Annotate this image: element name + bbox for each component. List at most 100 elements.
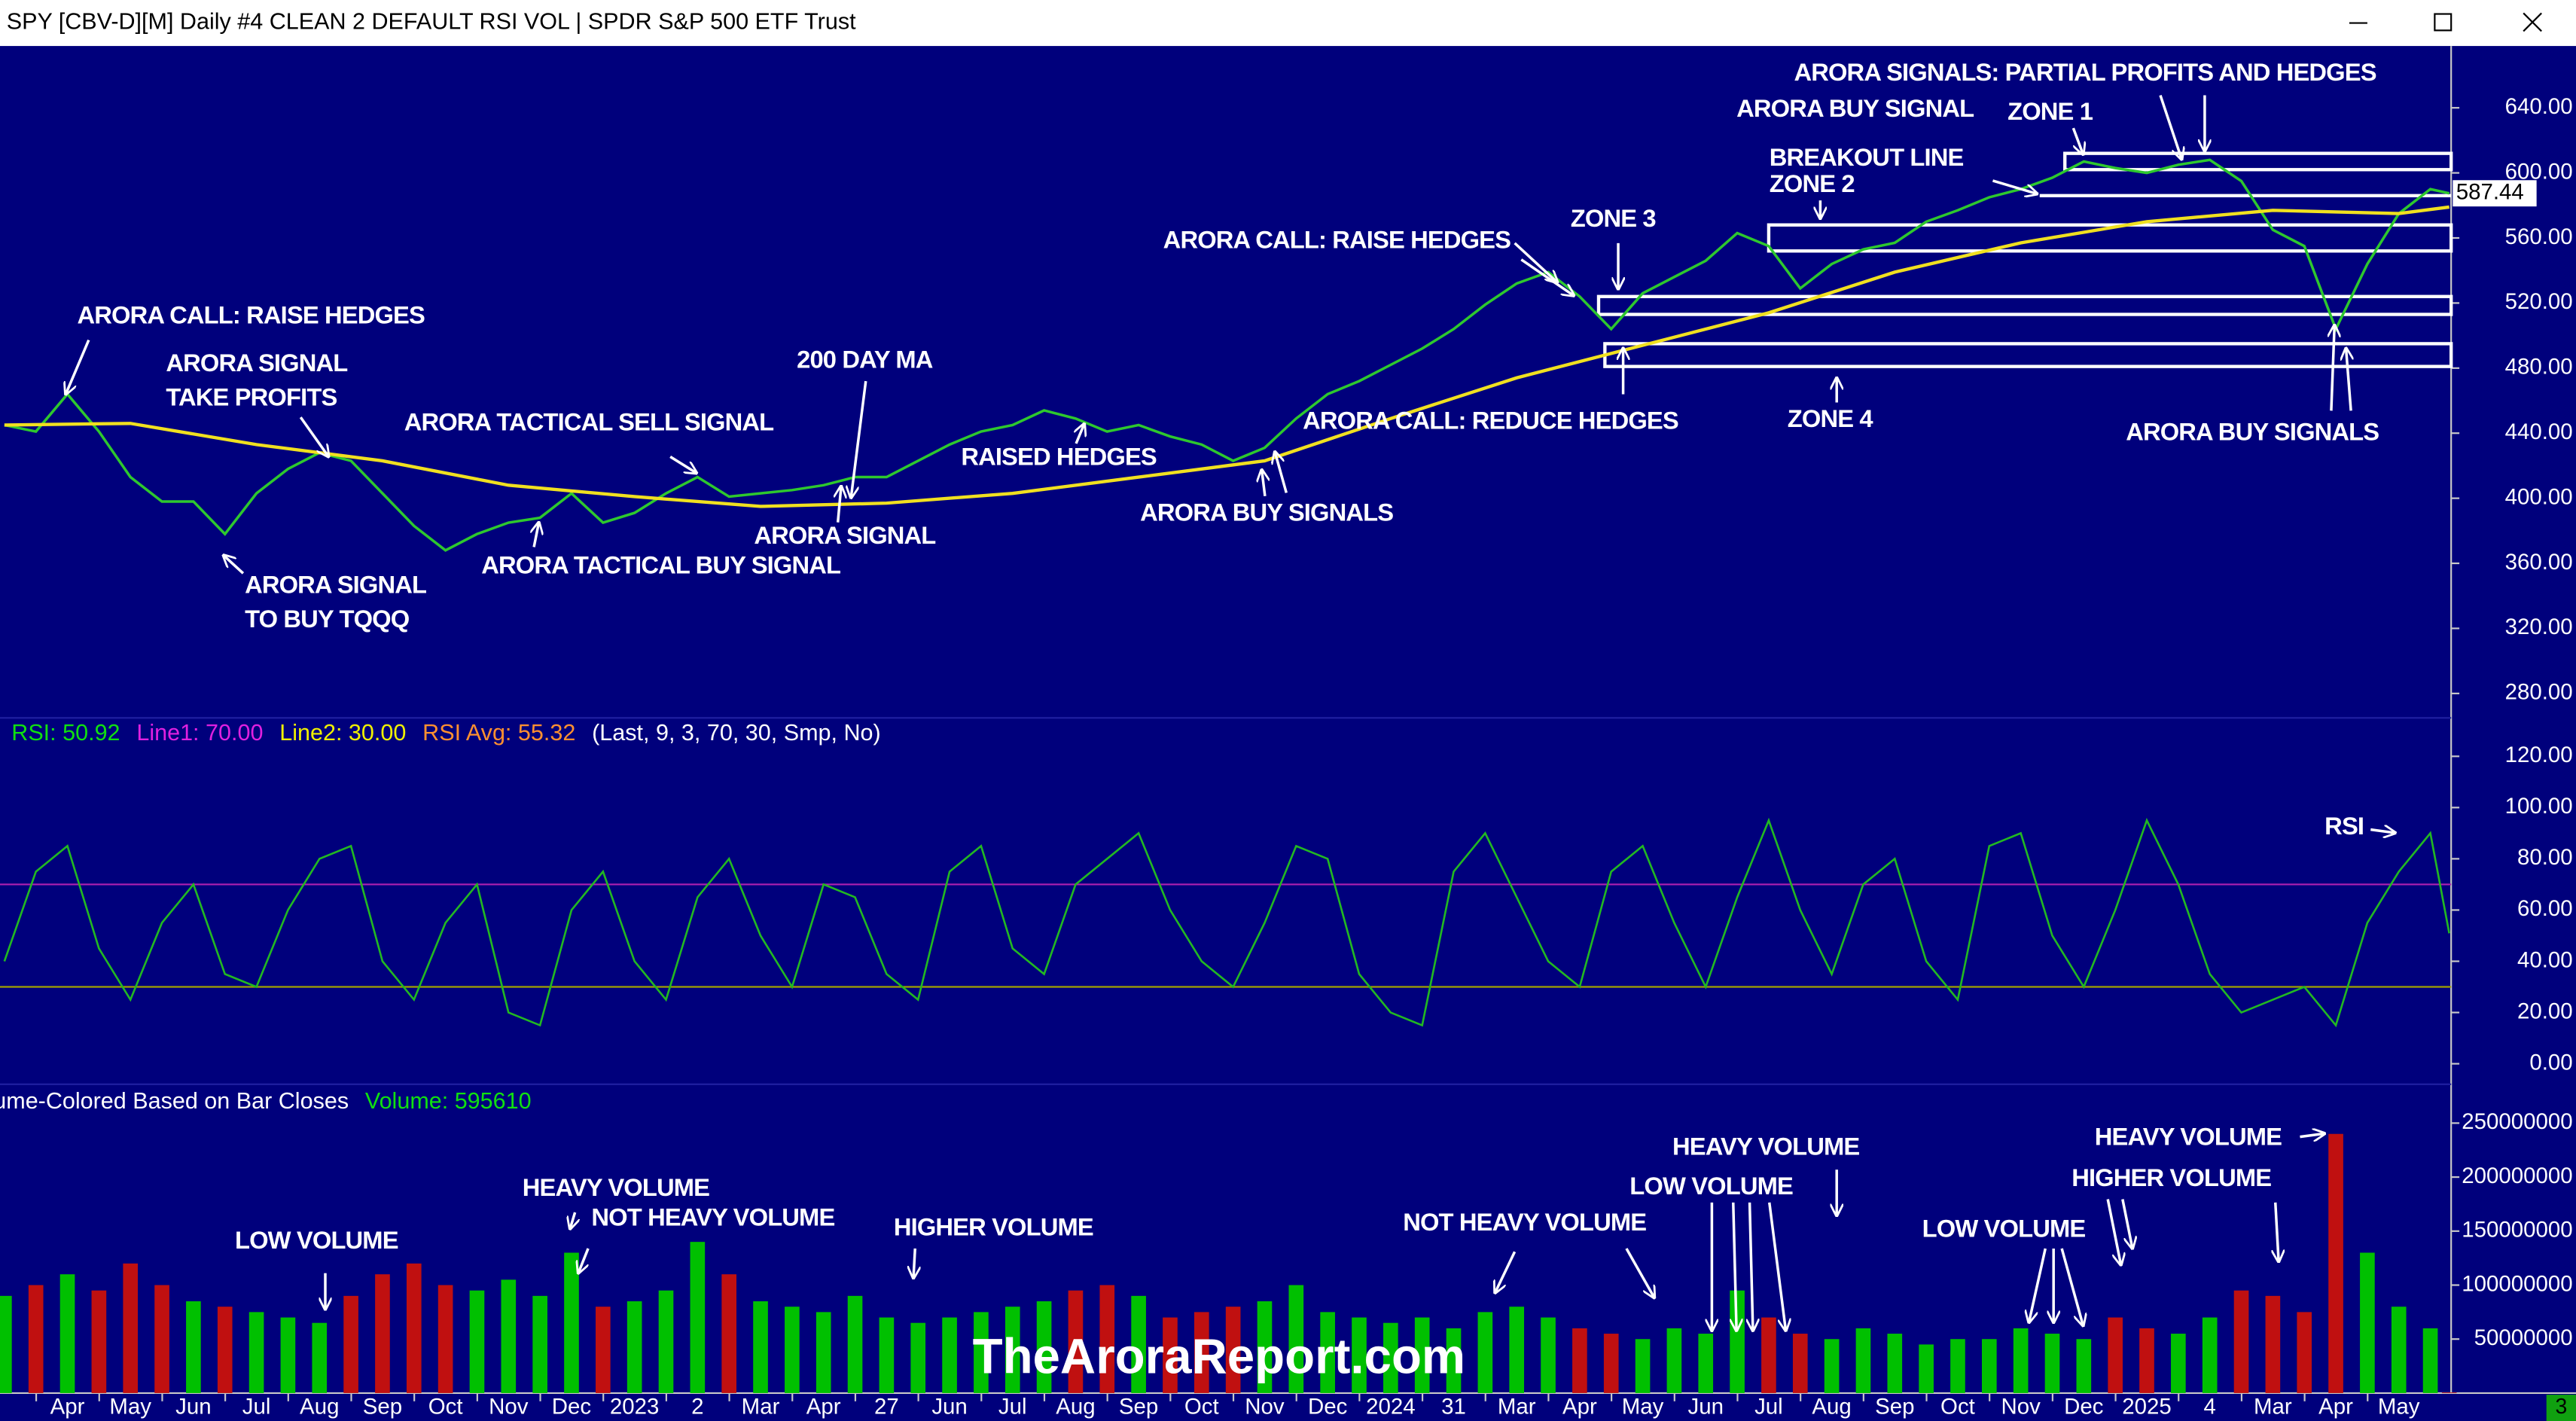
volume-bar xyxy=(1163,1317,1178,1393)
annotation: RAISED HEDGES xyxy=(961,442,1157,470)
volume-bar xyxy=(2297,1312,2312,1393)
annotation-arrow xyxy=(1514,242,1558,282)
annotation-arrow xyxy=(913,1248,915,1278)
volume-bar xyxy=(564,1252,579,1393)
volume-bar xyxy=(2044,1334,2060,1393)
volume-bar xyxy=(1919,1344,1934,1393)
volume-bar xyxy=(974,1312,989,1393)
volume-bar xyxy=(2391,1307,2407,1393)
x-tick-label: Jul xyxy=(1754,1394,1783,1419)
volume-bar xyxy=(1887,1334,1903,1393)
x-tick-label: 2024 xyxy=(1366,1394,1416,1419)
annotation-arrow xyxy=(2121,1199,2132,1248)
volume-bar xyxy=(1761,1317,1776,1393)
annotation-arrow xyxy=(851,380,867,498)
title-bar xyxy=(0,0,2576,47)
annotation: ARORA CALL: RAISE HEDGES xyxy=(1163,225,1511,253)
volume-bar xyxy=(1414,1317,1430,1393)
x-tick-label: Nov xyxy=(489,1394,529,1419)
volume-bar xyxy=(532,1295,547,1393)
volume-bar xyxy=(1572,1328,1587,1393)
x-tick-label: Aug xyxy=(1812,1394,1851,1419)
volume-bar xyxy=(1603,1334,1619,1393)
x-tick-label: Jun xyxy=(931,1394,967,1419)
y-tick-label: 250000000 xyxy=(2462,1109,2572,1134)
indicator-header: (Last, 9, 3, 70, 30, Smp, No) xyxy=(592,720,881,746)
zone-box xyxy=(2063,151,2453,172)
volume-bar xyxy=(2013,1328,2029,1393)
volume-bar xyxy=(2202,1317,2218,1393)
annotation-arrow xyxy=(669,455,697,473)
x-tick-label: 27 xyxy=(874,1394,899,1419)
annotation-arrow xyxy=(1520,258,1574,296)
x-tick-label: Jul xyxy=(242,1394,271,1419)
volume-bar xyxy=(1824,1339,1840,1393)
y-tick-label: 360.00 xyxy=(2505,550,2573,575)
volume-bar xyxy=(1320,1312,1335,1393)
annotation: ARORA SIGNALS: PARTIAL PROFITS AND HEDGE… xyxy=(1794,58,2376,86)
volume-bar xyxy=(1698,1334,1714,1393)
annotation-arrow xyxy=(1275,452,1288,493)
annotation: ZONE 1 xyxy=(2007,97,2093,125)
volume-bar xyxy=(2360,1252,2375,1393)
x-tick-label: Sep xyxy=(363,1394,402,1419)
x-tick-label: Sep xyxy=(1119,1394,1158,1419)
corner-badge: 3 xyxy=(2555,1395,2567,1419)
indicator-header: ume-Colored Based on Bar Closes xyxy=(0,1088,349,1114)
volume-bar xyxy=(2139,1328,2154,1393)
annotation-arrow xyxy=(2276,1202,2279,1262)
y-tick-label: 200000000 xyxy=(2462,1163,2572,1188)
volume-bar xyxy=(1981,1339,1997,1393)
volume-bar xyxy=(1855,1328,1871,1393)
x-tick-label: Jun xyxy=(175,1394,211,1419)
volume-bar xyxy=(1257,1301,1273,1393)
volume-bar xyxy=(1099,1285,1115,1393)
y-tick-label: 100000000 xyxy=(2462,1271,2572,1296)
indicator-header: RSI: 50.92 xyxy=(11,720,120,746)
x-tick-label: Oct xyxy=(428,1394,463,1419)
zone-box xyxy=(1596,294,2453,316)
annotation: RSI xyxy=(2324,812,2364,840)
y-tick-label: 520.00 xyxy=(2505,289,2573,314)
annotation-arrow xyxy=(1733,1202,1736,1331)
close-button[interactable] xyxy=(2523,12,2542,32)
volume-bar xyxy=(2328,1133,2343,1393)
volume-bar xyxy=(437,1285,453,1393)
x-tick-label: 4 xyxy=(2204,1394,2216,1419)
volume-bar xyxy=(91,1290,107,1393)
x-tick-label: Apr xyxy=(1562,1394,1597,1419)
x-tick-label: Aug xyxy=(1056,1394,1095,1419)
annotation-arrow xyxy=(2071,127,2083,154)
volume-bar xyxy=(0,1295,12,1393)
volume-bar xyxy=(501,1279,517,1393)
x-tick-label: Jun xyxy=(1688,1394,1724,1419)
x-tick-label: Dec xyxy=(2064,1394,2103,1419)
volume-bar xyxy=(406,1263,422,1393)
maximize-button[interactable] xyxy=(2434,13,2453,32)
annotation-arrow xyxy=(1262,470,1265,497)
y-tick-label: 100.00 xyxy=(2505,794,2573,819)
volume-bar xyxy=(1225,1307,1241,1393)
volume-bar xyxy=(2233,1290,2249,1393)
y-tick-label: 0.00 xyxy=(2529,1050,2572,1075)
volume-bar xyxy=(1950,1339,1965,1393)
volume-bar xyxy=(1004,1307,1020,1393)
annotation: ARORA SIGNAL xyxy=(754,521,935,549)
volume-bar xyxy=(879,1317,895,1393)
volume-bar xyxy=(658,1290,674,1393)
x-tick-label: Sep xyxy=(1875,1394,1914,1419)
annotation: LOW VOLUME xyxy=(235,1226,398,1254)
volume-bar xyxy=(154,1285,169,1393)
volume-bar xyxy=(248,1312,264,1393)
annotation-arrow xyxy=(1495,1251,1517,1293)
volume-bar xyxy=(1036,1301,1052,1393)
volume-bar xyxy=(1193,1312,1209,1393)
rsi-line xyxy=(3,817,2450,1028)
x-tick-label: 2025 xyxy=(2122,1394,2172,1419)
volume-bar xyxy=(1477,1312,1493,1393)
annotation-arrow xyxy=(224,555,245,575)
x-tick-label: 31 xyxy=(1441,1394,1466,1419)
annotation: ZONE 3 xyxy=(1571,204,1657,232)
